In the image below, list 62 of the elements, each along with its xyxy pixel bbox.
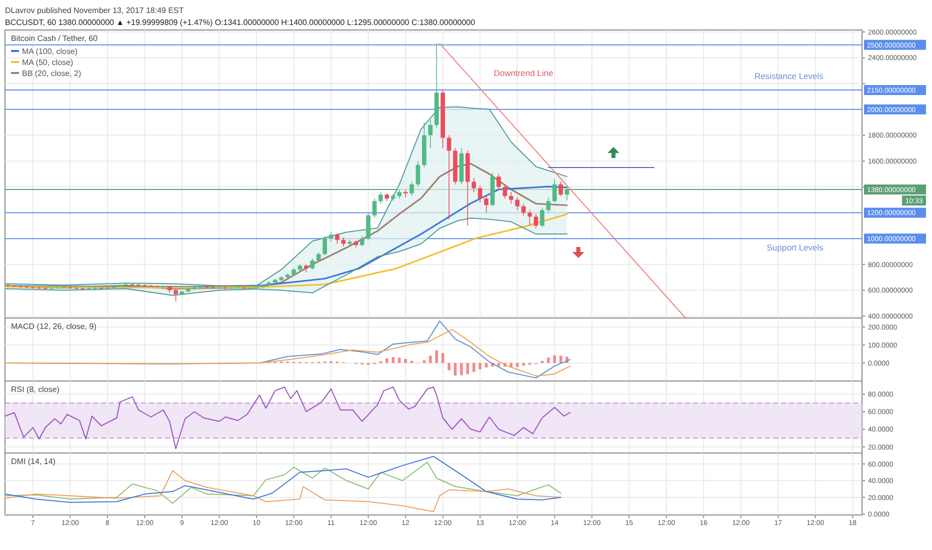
candlestick	[478, 185, 482, 203]
text: DLavrov published November 13, 2017 18:49 EST	[5, 6, 184, 15]
candlestick	[564, 186, 570, 201]
candlestick	[328, 232, 334, 242]
bar	[484, 363, 488, 368]
bar	[448, 363, 450, 370]
candlestick	[484, 196, 488, 214]
candlestick	[528, 210, 532, 226]
candlestick	[372, 198, 377, 218]
text: MACD (12, 26, close, 9)	[11, 322, 97, 331]
legend-label: MA (50, close)	[22, 58, 74, 67]
candlestick	[366, 212, 370, 240]
line-series	[5, 470, 562, 512]
candlestick	[546, 196, 551, 214]
text: Bitcoin Cash / Tether, 60	[11, 34, 98, 43]
annotation: Downtrend Line	[494, 68, 554, 78]
bar	[404, 359, 407, 363]
candlestick	[508, 192, 514, 204]
annotation: Support Levels	[766, 242, 824, 252]
chart-subtitle: BCCUSDT, 60 1380.00000000 ▲ +19.99999809 (+1.47%) O:1341.00000000 H:1400.00000000 L:1295.00000000 C:1380.00000000	[5, 18, 476, 27]
line-series	[5, 386, 571, 450]
text: RSI (8, close)	[11, 385, 60, 394]
bar	[472, 363, 476, 372]
candlestick	[310, 258, 315, 270]
bar	[429, 356, 432, 363]
candlestick	[360, 236, 364, 247]
candlestick	[540, 207, 544, 228]
candlestick	[403, 190, 408, 198]
candlestick	[416, 160, 420, 188]
candlestick	[515, 196, 520, 211]
candlestick	[502, 184, 508, 199]
bar	[553, 355, 556, 363]
bar	[460, 363, 463, 376]
candlestick	[397, 189, 402, 199]
legend-label: MA (100, close)	[22, 46, 78, 56]
candlestick	[322, 236, 327, 256]
line-series	[5, 186, 568, 288]
candlestick	[552, 178, 557, 203]
candlestick	[446, 134, 452, 220]
candlestick	[496, 174, 501, 190]
bar	[398, 358, 401, 363]
text: DMI (14, 14)	[11, 457, 56, 466]
candlestick	[472, 177, 476, 192]
candlestick	[428, 119, 433, 149]
bar	[441, 353, 444, 363]
bar	[522, 363, 525, 366]
candlestick	[174, 289, 178, 302]
candlestick	[378, 192, 383, 204]
bar	[516, 363, 519, 367]
candlestick	[534, 214, 538, 229]
legend-label: BB (20, close, 2)	[22, 68, 82, 78]
bar	[546, 358, 550, 363]
candlestick	[410, 181, 414, 196]
candlestick	[335, 233, 340, 244]
bar	[392, 357, 395, 363]
annotation: Resistance Levels	[754, 71, 824, 82]
candlestick	[316, 252, 321, 262]
bar	[435, 350, 438, 363]
line-series	[5, 329, 571, 376]
bar	[478, 363, 482, 370]
bar	[386, 358, 388, 363]
candlestick	[558, 181, 563, 196]
